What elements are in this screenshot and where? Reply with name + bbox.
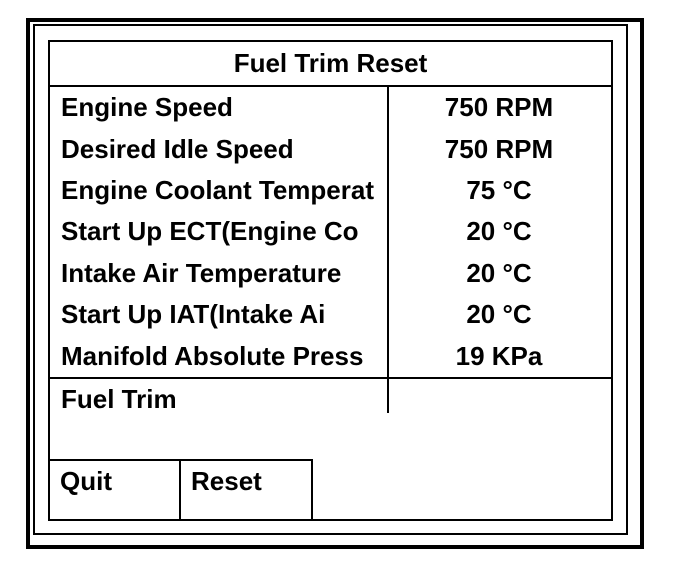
parameter-value: 20 °C [466,257,532,288]
parameter-label: Engine Speed [61,92,233,123]
fuel-trim-label: Fuel Trim [61,384,177,414]
parameter-value: 20 °C [466,216,532,247]
parameter-label: Start Up ECT(Engine Co [61,216,359,247]
parameter-label: Manifold Absolute Press [61,340,364,371]
parameter-list: Engine Speed 750 RPM Desired Idle Speed … [50,87,611,379]
parameter-label: Start Up IAT(Intake Ai [61,299,326,330]
parameter-row-start-up-ect: Start Up ECT(Engine Co 20 °C [50,211,611,252]
outer-frame [26,18,644,549]
parameter-row-engine-coolant-temperature: Engine Coolant Temperat 75 °C [50,170,611,211]
parameter-value: 75 °C [466,175,532,206]
parameter-value: 19 KPa [455,340,543,371]
parameter-row-start-up-iat: Start Up IAT(Intake Ai 20 °C [50,294,611,335]
parameter-value: 20 °C [466,299,532,330]
column-divider-line [387,85,389,413]
softkey-bar: Quit Reset [50,459,313,519]
quit-button[interactable]: Quit [50,461,181,519]
inner-frame [33,24,628,535]
parameter-label: Intake Air Temperature [61,257,342,288]
parameter-value: 750 RPM [444,92,554,123]
parameter-row-intake-air-temperature: Intake Air Temperature 20 °C [50,253,611,294]
parameter-row-manifold-absolute-pressure: Manifold Absolute Press 19 KPa [50,336,611,377]
reset-button[interactable]: Reset [181,461,313,519]
parameter-row-desired-idle-speed: Desired Idle Speed 750 RPM [50,128,611,169]
fuel-trim-reset-panel: Fuel Trim Reset Engine Speed 750 RPM Des… [48,40,613,521]
fuel-trim-row: Fuel Trim [50,379,611,415]
parameter-row-engine-speed: Engine Speed 750 RPM [50,87,611,128]
parameter-value: 750 RPM [444,133,554,164]
parameter-label: Engine Coolant Temperat [61,175,374,206]
parameter-label: Desired Idle Speed [61,133,294,164]
panel-title: Fuel Trim Reset [50,42,611,87]
